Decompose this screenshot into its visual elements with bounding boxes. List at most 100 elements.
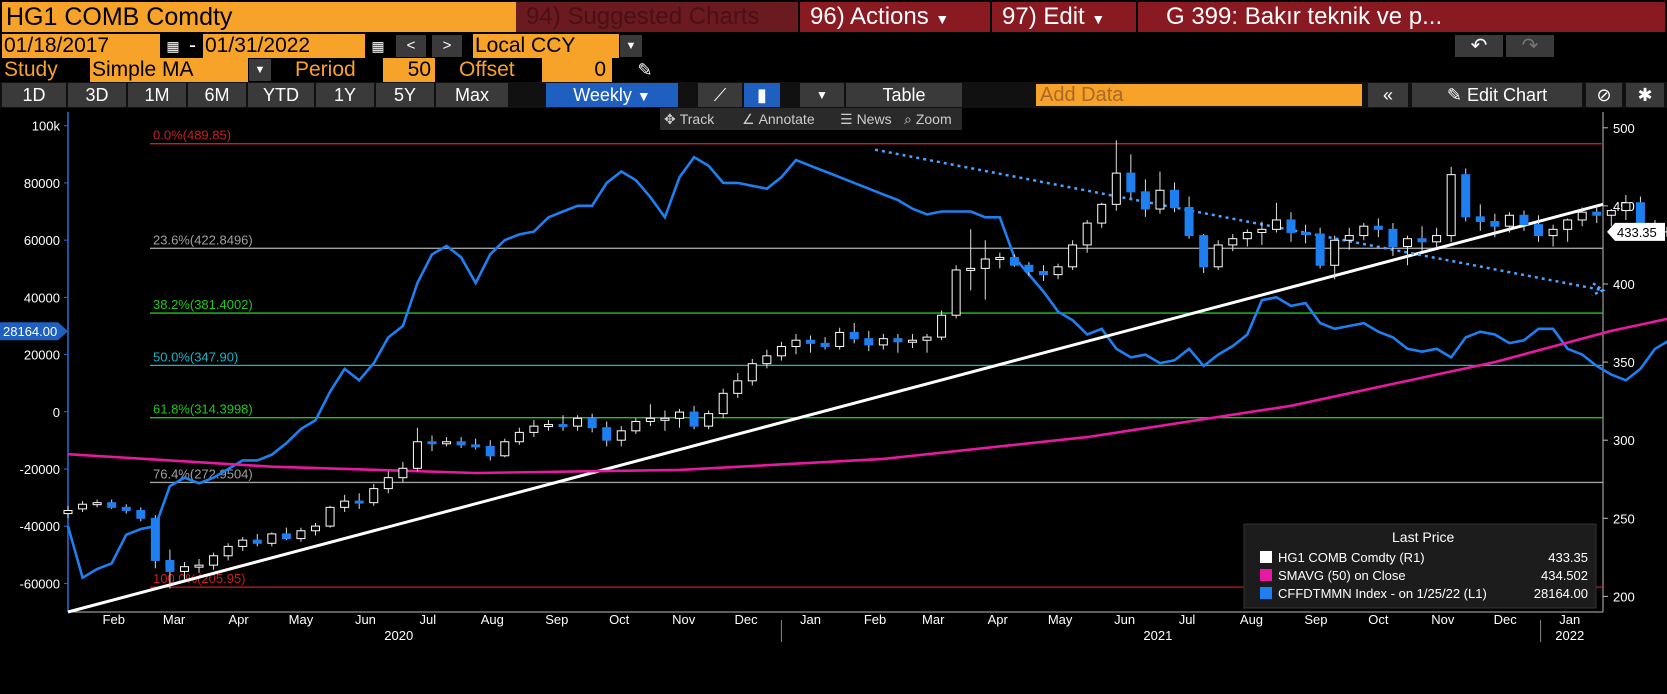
period-input[interactable]: 50 bbox=[383, 58, 435, 82]
candle-body bbox=[1140, 191, 1150, 210]
candle-body bbox=[383, 477, 393, 490]
prev-range-button[interactable]: < bbox=[396, 35, 426, 57]
candle-body bbox=[1344, 235, 1354, 241]
currency-dropdown-icon[interactable]: ▼ bbox=[620, 35, 642, 57]
dropdown-caret-icon: ▼ bbox=[636, 88, 651, 104]
candle-body bbox=[238, 539, 248, 547]
legend-series-value: 434.502 bbox=[1541, 568, 1588, 583]
x-axis-month-label: Sep bbox=[545, 612, 568, 627]
candle-body bbox=[92, 502, 102, 506]
chart-type-dropdown-icon[interactable]: ▼ bbox=[800, 83, 844, 107]
period-button-5y[interactable]: 5Y bbox=[376, 83, 434, 107]
table-button[interactable]: Table bbox=[846, 83, 962, 107]
candle-body bbox=[1097, 203, 1107, 224]
track-label: Track bbox=[679, 111, 715, 127]
end-date-field[interactable]: 01/31/2022 bbox=[203, 34, 365, 58]
x-axis-month-label: Apr bbox=[988, 612, 1009, 627]
period-label: Period bbox=[295, 58, 356, 81]
x-axis-month-label: Sep bbox=[1304, 612, 1327, 627]
x-axis-month-label: Jul bbox=[420, 612, 437, 627]
left-axis-tick-label: 20000 bbox=[24, 348, 60, 363]
period-button-1m[interactable]: 1M bbox=[128, 83, 186, 107]
next-range-button[interactable]: > bbox=[432, 35, 462, 57]
add-data-input[interactable]: Add Data bbox=[1036, 84, 1362, 106]
zoom-tool[interactable]: ⌕ Zoom bbox=[900, 108, 962, 130]
annotate-tool[interactable]: ∠ Annotate bbox=[738, 108, 836, 130]
gear-icon[interactable]: ✱ bbox=[1626, 83, 1664, 107]
fib-level-label: 76.4%(272.9504) bbox=[153, 466, 253, 481]
candle-body bbox=[1563, 219, 1573, 230]
legend-header: Last Price bbox=[1392, 529, 1454, 545]
offset-input[interactable]: 0 bbox=[542, 58, 612, 82]
candle-body bbox=[1461, 174, 1471, 218]
collapse-icon[interactable]: « bbox=[1368, 83, 1408, 107]
x-axis-month-label: Jul bbox=[1179, 612, 1196, 627]
calendar-icon[interactable]: ▦ bbox=[162, 35, 184, 57]
candle-body bbox=[937, 314, 947, 338]
period-button-6m[interactable]: 6M bbox=[188, 83, 246, 107]
frequency-select[interactable]: Weekly ▼ bbox=[546, 83, 678, 107]
candle-body bbox=[252, 539, 262, 544]
candle-body bbox=[1286, 219, 1296, 233]
currency-select[interactable]: Local CCY bbox=[473, 34, 619, 58]
period-toolbar: 1D 3D 1M 6M YTD 1Y 5Y Max Weekly ▼ ⟋ ▮ ▼… bbox=[0, 82, 1667, 108]
candle-body bbox=[558, 424, 568, 428]
candle-body bbox=[471, 444, 481, 448]
left-axis-tick-label: 100k bbox=[32, 119, 61, 134]
right-axis-tick-label: 300 bbox=[1613, 433, 1635, 448]
calendar-icon[interactable]: ▦ bbox=[367, 35, 389, 57]
x-axis-month-label: Nov bbox=[1431, 612, 1455, 627]
period-button-1d[interactable]: 1D bbox=[2, 83, 66, 107]
right-axis-tick-label: 500 bbox=[1613, 121, 1635, 136]
period-button-3d[interactable]: 3D bbox=[68, 83, 126, 107]
period-button-ytd[interactable]: YTD bbox=[248, 83, 314, 107]
candle-body bbox=[907, 339, 917, 343]
actions-number: 96) bbox=[810, 3, 845, 30]
undo-button[interactable]: ↶ bbox=[1455, 35, 1503, 57]
candle-body bbox=[354, 500, 364, 504]
candle-body bbox=[107, 502, 117, 508]
redo-button[interactable]: ↷ bbox=[1506, 35, 1554, 57]
candle-body bbox=[791, 339, 801, 347]
candle-body bbox=[1359, 225, 1369, 237]
actions-label: Actions bbox=[850, 3, 929, 30]
line-chart-icon[interactable]: ⟋ bbox=[698, 83, 742, 107]
edit-chart-button[interactable]: ✎ Edit Chart bbox=[1412, 83, 1582, 107]
candle-body bbox=[747, 363, 757, 382]
chart-settings-icon[interactable]: ⊘ bbox=[1586, 83, 1622, 107]
pencil-icon[interactable]: ✎ bbox=[630, 59, 660, 81]
candle-body bbox=[1257, 228, 1267, 233]
cftc-last-tag-label: 28164.00 bbox=[3, 324, 57, 339]
track-tool[interactable]: ✥ Track bbox=[660, 108, 738, 130]
start-date-field[interactable]: 01/18/2017 bbox=[2, 34, 160, 58]
candlestick-icon[interactable]: ▮ bbox=[744, 83, 780, 107]
study-select[interactable]: Simple MA bbox=[90, 58, 248, 82]
candle-body bbox=[922, 336, 932, 341]
news-tool[interactable]: ☰ News bbox=[836, 108, 900, 130]
edit-menu-button[interactable]: 97) Edit ▼ bbox=[992, 2, 1136, 32]
candle-body bbox=[1126, 172, 1136, 193]
candle-body bbox=[1111, 172, 1121, 205]
security-ticker-field[interactable]: HG1 COMB Comdty bbox=[2, 2, 516, 32]
candle-body bbox=[1446, 174, 1456, 237]
left-axis-tick-label: 0 bbox=[53, 405, 60, 420]
cftc-index-line bbox=[66, 155, 1667, 580]
study-dropdown-icon[interactable]: ▼ bbox=[249, 59, 271, 81]
period-button-1y[interactable]: 1Y bbox=[316, 83, 374, 107]
edit-number: 97) bbox=[1002, 3, 1037, 30]
price-chart[interactable]: -60000 -40000 -20000 0 20000 40000 60000 80000 1… bbox=[0, 108, 1667, 694]
x-axis-month-label: Jan bbox=[1559, 612, 1580, 627]
suggested-charts-button[interactable]: 94) Suggested Charts bbox=[516, 2, 798, 32]
candle-body bbox=[733, 380, 743, 394]
x-axis-year-label: 2022 bbox=[1555, 628, 1584, 643]
legend-swatch bbox=[1260, 551, 1272, 563]
actions-menu-button[interactable]: 96) Actions ▼ bbox=[800, 2, 990, 32]
x-axis-month-label: Jan bbox=[800, 612, 821, 627]
candle-body bbox=[1548, 228, 1558, 237]
candle-body bbox=[631, 420, 641, 432]
candle-body bbox=[645, 417, 655, 422]
candle-body bbox=[136, 509, 146, 519]
legend-box bbox=[1243, 523, 1597, 609]
period-button-max[interactable]: Max bbox=[436, 83, 508, 107]
candle-body bbox=[762, 355, 772, 365]
